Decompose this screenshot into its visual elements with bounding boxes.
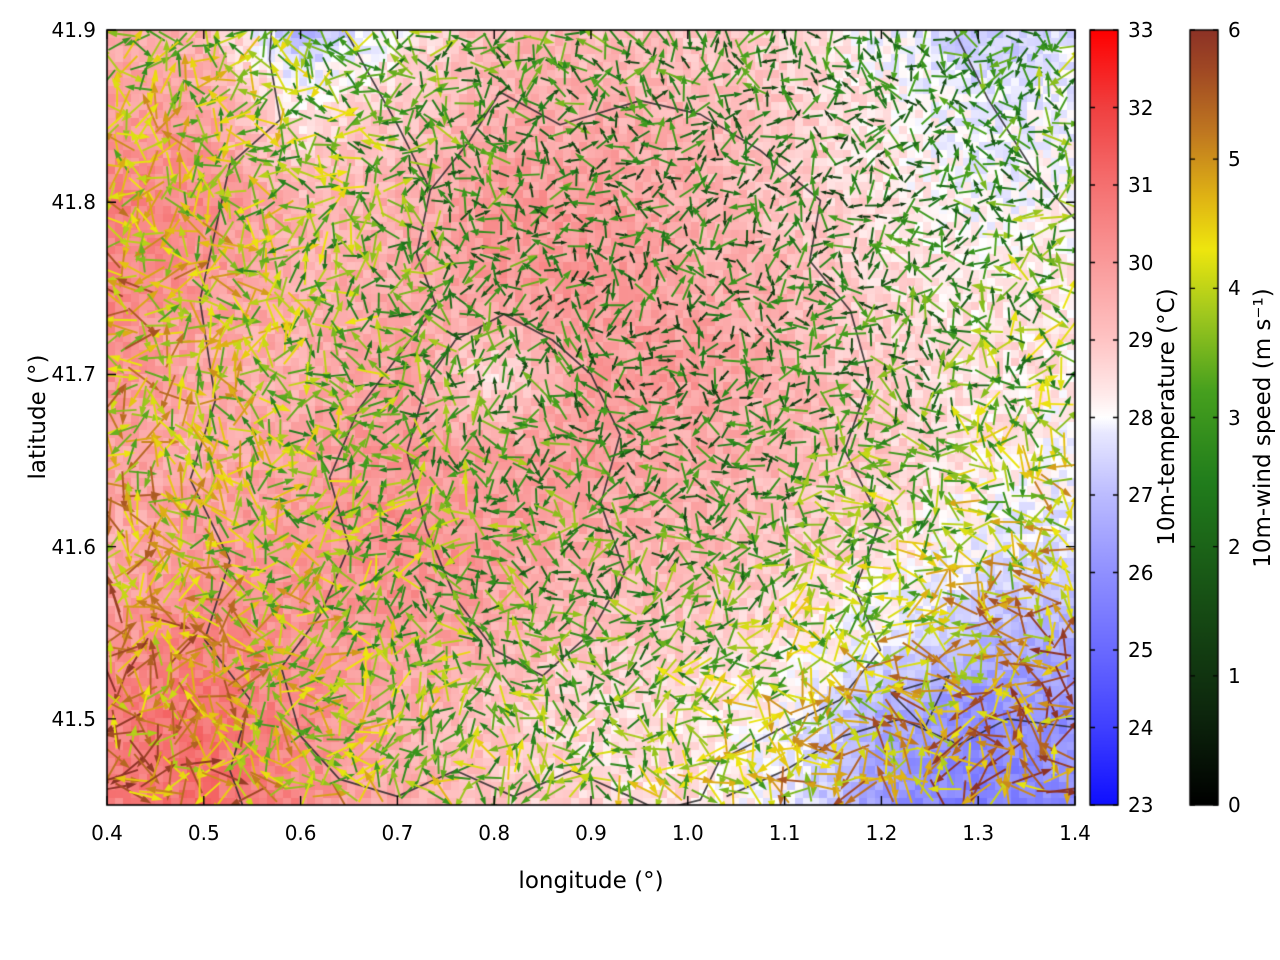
weather-map-canvas bbox=[0, 0, 1280, 960]
